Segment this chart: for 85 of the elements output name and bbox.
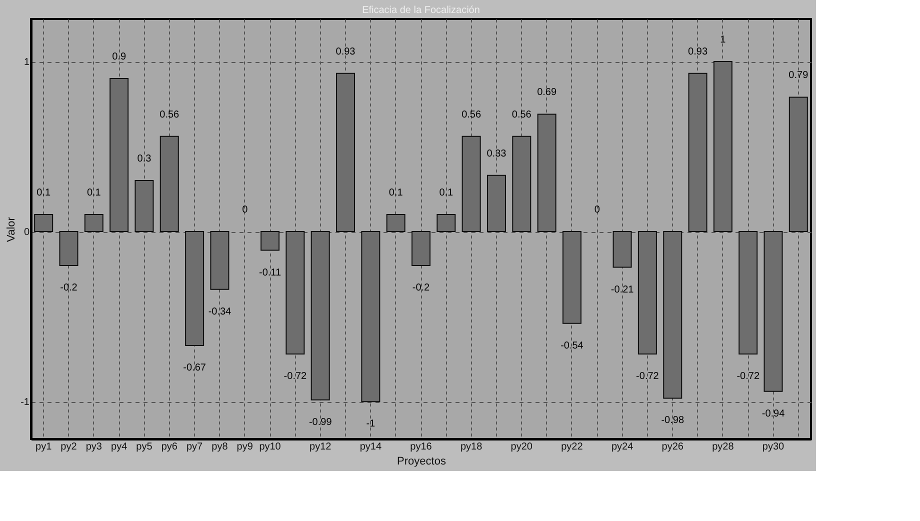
bar (160, 136, 179, 232)
x-tick-label: py22 (561, 442, 584, 452)
data-label: 0 (242, 204, 248, 216)
data-label: -0.98 (661, 415, 684, 426)
x-tick-label: py28 (712, 442, 734, 452)
data-label: -0.72 (736, 370, 760, 382)
data-label: 0.1 (86, 188, 102, 199)
data-label: -1 (366, 418, 376, 430)
bar (134, 180, 154, 232)
bar (537, 114, 556, 232)
data-label: 0.1 (36, 188, 51, 199)
x-tick-label: py18 (460, 442, 483, 452)
data-label: 0.33 (486, 148, 507, 160)
data-label: -0.2 (60, 282, 78, 294)
bar (286, 231, 305, 354)
bar (336, 72, 356, 232)
y-tick-label: -1 (20, 397, 30, 408)
data-label: 0.9 (112, 52, 126, 63)
bar (34, 214, 54, 232)
bar (260, 231, 280, 251)
data-label: -0.94 (762, 408, 786, 420)
data-label: -0.67 (183, 362, 206, 374)
bar (638, 231, 657, 354)
data-label: 0.93 (336, 46, 356, 58)
y-tick-label: 1 (24, 57, 30, 68)
x-tick-label: py30 (762, 442, 785, 452)
bar (562, 231, 582, 324)
x-tick-label: py24 (611, 442, 634, 452)
data-label: 0.3 (137, 154, 152, 165)
x-tick-label: py8 (212, 442, 228, 452)
x-tick-label: py2 (60, 442, 78, 452)
bar (738, 231, 758, 354)
bar (764, 231, 783, 392)
x-tick-label: py12 (310, 442, 332, 452)
x-tick-label: py6 (161, 442, 178, 452)
data-label: 0.1 (439, 188, 454, 199)
bar (688, 72, 708, 232)
bar (210, 231, 230, 290)
x-tick-label: py5 (136, 442, 153, 452)
x-tick-label: py26 (662, 442, 684, 452)
bar (110, 78, 129, 232)
bar (462, 136, 481, 232)
bar (84, 214, 104, 232)
data-label: 0.56 (160, 109, 180, 120)
bar (512, 136, 532, 232)
x-axis-title: Proyectos (397, 456, 446, 468)
bar (788, 96, 808, 232)
data-label: 0.56 (462, 109, 482, 120)
data-label: 0 (594, 204, 600, 216)
data-label: -0.21 (610, 284, 634, 296)
data-label: -0.54 (560, 340, 584, 352)
bar (612, 231, 632, 268)
data-label: 0.93 (688, 46, 708, 58)
x-tick-label: py9 (236, 442, 254, 452)
x-tick-label: py4 (111, 442, 128, 452)
bar (436, 214, 456, 232)
data-label: 0.1 (388, 188, 404, 199)
bar (386, 214, 406, 232)
data-label: -0.99 (308, 416, 332, 428)
bar (486, 174, 506, 232)
bar (59, 231, 78, 266)
data-label: -0.72 (636, 370, 660, 382)
x-tick-label: py14 (360, 442, 382, 452)
y-axis-title: Valor (6, 216, 18, 242)
bar (310, 231, 330, 400)
bar (185, 231, 204, 346)
x-tick-label: py20 (510, 442, 533, 452)
x-tick-label: py10 (259, 442, 282, 452)
data-label: 0.56 (512, 109, 532, 120)
data-label: -0.11 (259, 267, 282, 278)
bar (361, 231, 380, 402)
x-tick-label: py3 (86, 442, 102, 452)
data-label: -0.2 (412, 282, 430, 294)
data-label: -0.34 (208, 306, 232, 318)
bar (412, 231, 430, 266)
x-tick-label: py16 (410, 442, 432, 452)
x-tick-label: py7 (186, 442, 204, 452)
data-label: 0.69 (537, 87, 557, 98)
x-tick-label: py1 (36, 442, 52, 452)
data-label: 0.79 (788, 70, 809, 82)
y-tick-label: 0 (24, 227, 30, 238)
bar (663, 231, 682, 399)
data-label: 1 (720, 34, 726, 46)
bar (713, 61, 732, 232)
data-label: -0.72 (284, 370, 308, 382)
